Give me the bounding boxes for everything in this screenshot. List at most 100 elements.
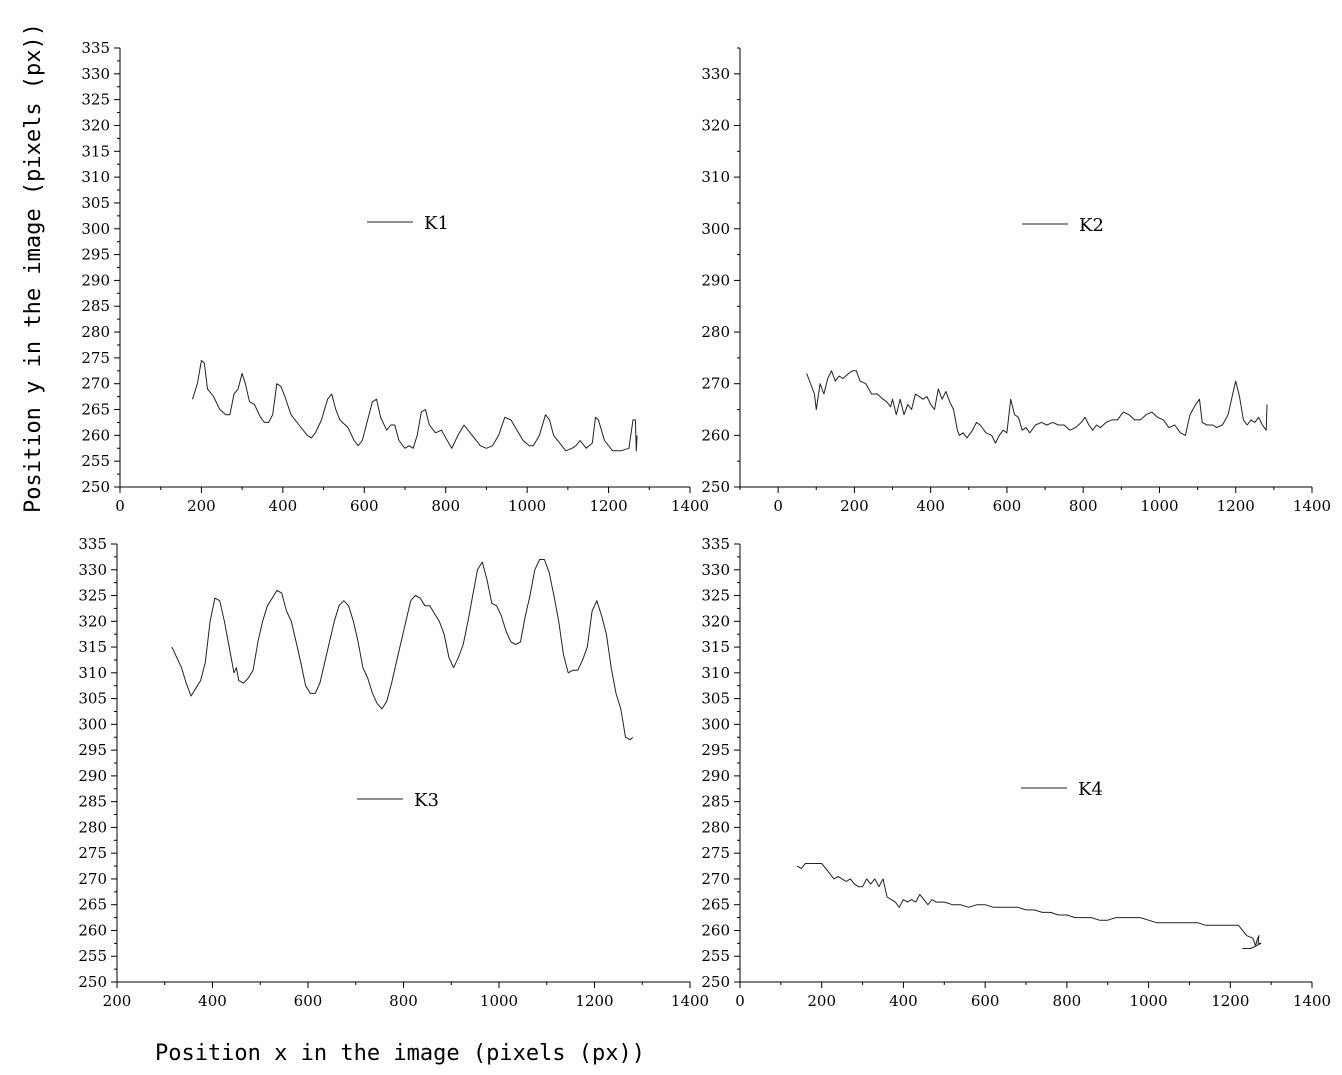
x-tick-label: 1200	[1217, 497, 1255, 515]
x-tick-label: 1400	[671, 497, 709, 515]
y-tick-label: 280	[701, 323, 730, 341]
x-tick-label: 200	[840, 497, 869, 515]
x-tick-label: 200	[187, 497, 216, 515]
x-tick-label: 800	[1053, 992, 1082, 1010]
legend-label: K2	[1079, 215, 1104, 236]
y-tick-label: 275	[81, 349, 110, 367]
x-tick-label: 200	[807, 992, 836, 1010]
y-tick-label: 330	[78, 561, 107, 579]
y-tick-label: 250	[78, 973, 107, 991]
y-tick-label: 335	[78, 535, 107, 553]
x-tick-label: 1000	[508, 497, 546, 515]
y-tick-label: 300	[701, 220, 730, 238]
x-tick-label: 600	[993, 497, 1022, 515]
series-line-K3	[171, 559, 634, 741]
y-tick-label: 315	[78, 638, 107, 656]
y-tick-label: 275	[78, 844, 107, 862]
y-tick-label: 265	[701, 896, 730, 914]
y-tick-label: 250	[701, 973, 730, 991]
y-tick-label: 270	[81, 375, 110, 393]
y-tick-label: 300	[81, 220, 110, 238]
y-tick-label: 335	[701, 535, 730, 553]
y-tick-label: 290	[701, 271, 730, 289]
x-tick-label: 400	[198, 992, 227, 1010]
y-tick-label: 255	[701, 947, 730, 965]
legend-label: K4	[1078, 779, 1103, 800]
y-tick-label: 300	[701, 715, 730, 733]
x-tick-label: 0	[773, 497, 783, 515]
y-tick-label: 290	[701, 767, 730, 785]
y-tick-label: 275	[701, 844, 730, 862]
series-line-K1	[192, 360, 638, 452]
y-tick-label: 305	[701, 690, 730, 708]
x-tick-label: 800	[1069, 497, 1098, 515]
y-tick-label: 265	[78, 896, 107, 914]
y-tick-label: 285	[81, 297, 110, 315]
x-tick-label: 800	[389, 992, 418, 1010]
x-tick-label: 600	[971, 992, 1000, 1010]
x-tick-label: 0	[735, 992, 745, 1010]
x-tick-label: 1200	[589, 497, 627, 515]
y-tick-label: 305	[78, 690, 107, 708]
panel-top-left: 250 255 260 265 270 275 280 285 290 295 300 305 310 3…	[81, 39, 709, 515]
y-tick-label: 285	[78, 793, 107, 811]
y-tick-label: 295	[81, 246, 110, 264]
y-tick-label: 260	[701, 921, 730, 939]
y-tick-label: 265	[81, 401, 110, 419]
y-tick-label: 295	[78, 741, 107, 759]
y-tick-label: 295	[701, 741, 730, 759]
y-tick-label: 260	[78, 921, 107, 939]
y-tick-label: 310	[701, 664, 730, 682]
y-tick-label: 255	[78, 947, 107, 965]
x-tick-label: 1400	[1293, 497, 1331, 515]
x-tick-label: 600	[294, 992, 323, 1010]
panel-bottom-right: 250 255 260 265 270 275 280 285 290 295 300 305 310 3…	[701, 535, 1331, 1010]
x-tick-label: 400	[889, 992, 918, 1010]
x-tick-label: 1200	[575, 992, 613, 1010]
series-line-K2	[806, 370, 1268, 444]
y-tick-label: 320	[701, 116, 730, 134]
series-line-K4	[796, 863, 1262, 949]
x-tick-label: 1400	[1293, 992, 1331, 1010]
y-tick-label: 330	[81, 65, 110, 83]
panel-bottom-left: 250 255 260 265 270 275 280 285 290 295 300 305 310 3…	[78, 535, 709, 1010]
y-tick-label: 325	[81, 91, 110, 109]
y-tick-label: 325	[78, 587, 107, 605]
y-tick-label: 320	[78, 612, 107, 630]
legend: K1	[367, 213, 449, 234]
y-tick-label: 330	[701, 561, 730, 579]
x-tick-label: 600	[350, 497, 379, 515]
y-tick-label: 280	[81, 323, 110, 341]
x-tick-label: 1200	[1211, 992, 1249, 1010]
y-tick-label: 290	[78, 767, 107, 785]
x-tick-label: 200	[103, 992, 132, 1010]
y-tick-label: 250	[701, 478, 730, 496]
y-tick-label: 320	[701, 612, 730, 630]
x-tick-label: 1400	[671, 992, 709, 1010]
y-axis-title: Position y in the image (pixels (px))	[21, 23, 46, 513]
y-tick-label: 260	[701, 426, 730, 444]
y-tick-label: 310	[701, 168, 730, 186]
y-tick-label: 315	[81, 142, 110, 160]
y-tick-label: 325	[701, 587, 730, 605]
x-tick-label: 400	[916, 497, 945, 515]
y-tick-label: 335	[81, 39, 110, 57]
x-tick-label: 400	[269, 497, 298, 515]
y-tick-label: 260	[81, 426, 110, 444]
y-tick-label: 290	[81, 271, 110, 289]
x-tick-label: 1000	[480, 992, 518, 1010]
x-tick-label: 0	[115, 497, 125, 515]
legend-label: K1	[424, 213, 449, 234]
x-tick-label: 1000	[1129, 992, 1167, 1010]
y-tick-label: 330	[701, 65, 730, 83]
legend: K2	[1022, 215, 1104, 236]
y-tick-label: 315	[701, 638, 730, 656]
y-tick-label: 320	[81, 116, 110, 134]
panel-top-right: 250 260 270 280 290 300 310 320 330 0 200 400 600 800…	[701, 47, 1331, 515]
x-tick-label: 1000	[1140, 497, 1178, 515]
y-tick-label: 300	[78, 715, 107, 733]
y-tick-label: 270	[701, 375, 730, 393]
y-tick-label: 310	[81, 168, 110, 186]
y-tick-label: 280	[701, 818, 730, 836]
